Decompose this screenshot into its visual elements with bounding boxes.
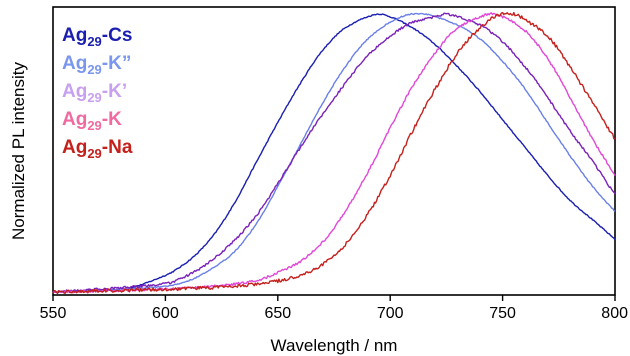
plot-frame — [52, 6, 616, 296]
series-layer — [52, 11, 616, 295]
x-tick-label-600: 600 — [152, 305, 179, 322]
x-tick-label-750: 750 — [489, 305, 516, 322]
legend-entry-ag29-cs: Ag29-Cs — [62, 25, 132, 49]
x-tick-label-650: 650 — [264, 305, 291, 322]
legend-entry-ag29-k: Ag29-K” — [62, 53, 131, 77]
series-line-ag29-na — [52, 11, 616, 295]
y-axis-title: Normalized PL intensity — [9, 62, 28, 240]
x-axis-ticks: 550 600 650 700 750 800 — [40, 295, 628, 322]
legend: Ag29-Cs Ag29-K” Ag29-K’ Ag29-K Ag29-Na — [62, 25, 133, 161]
x-tick-label-800: 800 — [601, 305, 628, 322]
legend-entry-ag29-k: Ag29-K — [62, 109, 122, 133]
series-line-ag29-cs — [52, 13, 616, 294]
x-axis-title: Wavelength / nm — [271, 336, 398, 355]
series-line-ag29-k — [52, 12, 616, 294]
series-line-ag29-k — [52, 12, 616, 294]
legend-entry-ag29-na: Ag29-Na — [62, 137, 133, 161]
legend-entry-ag29-k: Ag29-K’ — [62, 81, 127, 105]
series-line-ag29-k — [52, 12, 616, 294]
x-tick-label-700: 700 — [377, 305, 404, 322]
x-tick-label-550: 550 — [40, 305, 67, 322]
